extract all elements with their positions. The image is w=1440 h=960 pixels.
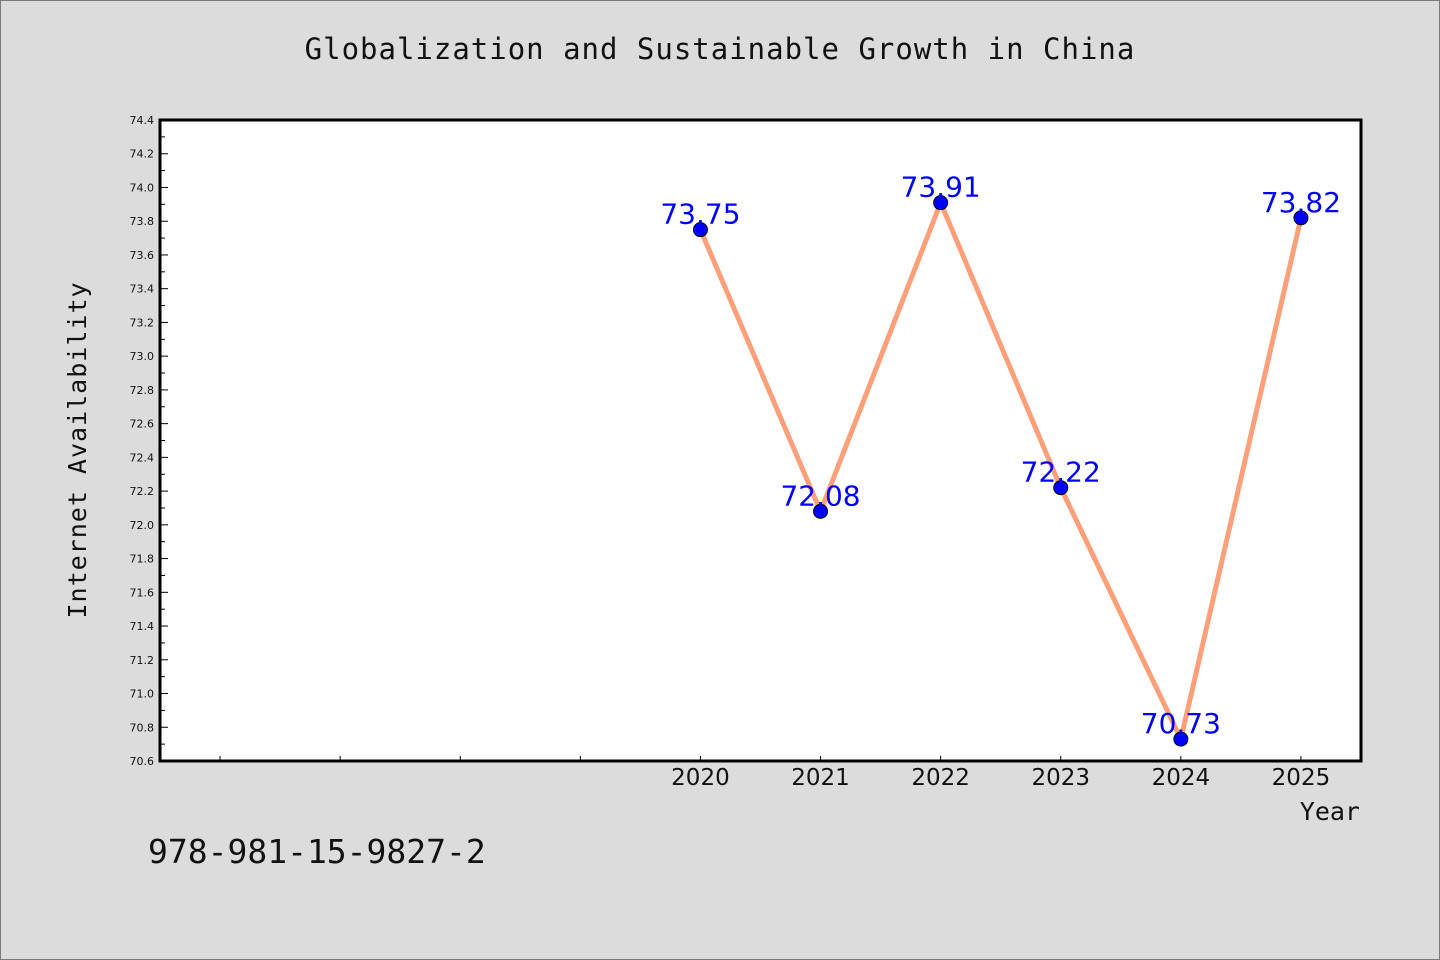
y-tick-label: 70.6 [130,755,155,768]
data-label: 73.91 [901,171,981,204]
y-tick-label: 71.4 [130,620,155,633]
data-point [1293,210,1309,226]
x-tick-label: 2023 [1031,765,1090,791]
y-tick-label: 73.0 [130,350,155,363]
data-label: 72.08 [780,479,860,512]
y-tick-label: 72.4 [130,451,155,464]
plot-border [158,118,1363,763]
y-tick-label: 73.2 [130,316,155,329]
y-tick-label: 73.8 [130,215,155,228]
y-tick-label: 74.0 [130,181,155,194]
y-tick-label: 72.8 [130,384,155,397]
y-tick-label: 74.4 [130,114,155,127]
data-points [692,195,1309,747]
data-label: 73.82 [1261,186,1341,219]
x-tick-label: 2021 [791,765,850,791]
y-tick-label: 72.0 [130,519,155,532]
y-tick-label: 71.0 [130,688,155,701]
y-tick-label: 72.6 [130,418,155,431]
y-axis-ticks: 70.6 70.8 71.0 71.2 71.4 71.6 71.8 72.0 72.2 72.4… [130,114,168,768]
x-tick-label: 2020 [671,765,730,791]
data-label: 72.22 [1021,456,1101,489]
plot-area [160,120,1361,761]
series-line-layer [698,200,1304,742]
series-line [698,200,1304,742]
x-axis-ticks: 2020 2021 2022 2023 2024 2025 [219,756,1331,791]
isbn-code: 978-981-15-9827-2 [148,832,486,871]
data-label: 70.73 [1141,707,1221,740]
y-tick-label: 71.8 [130,553,155,566]
x-tick-label: 2025 [1272,765,1331,791]
x-tick-label: 2022 [911,765,970,791]
data-point [1173,731,1189,747]
y-tick-label: 71.2 [130,654,155,667]
y-tick-label: 74.2 [130,148,155,161]
y-tick-label: 71.6 [130,586,155,599]
y-tick-label: 73.4 [130,283,155,296]
y-tick-label: 72.2 [130,485,155,498]
y-tick-label: 73.6 [130,249,155,262]
x-tick-label: 2024 [1152,765,1211,791]
x-axis-label: Year [1300,797,1360,826]
data-point [1053,480,1069,496]
data-point [813,503,829,519]
data-point [692,222,708,238]
data-point [933,195,949,211]
data-label: 73.75 [660,198,740,231]
data-labels: 73.75 72.08 73.91 72.22 70.73 73.82 [660,171,1341,740]
y-tick-label: 70.8 [130,721,155,734]
y-axis-label: Internet Availability [63,281,92,618]
chart-title: Globalization and Sustainable Growth in … [304,32,1136,66]
